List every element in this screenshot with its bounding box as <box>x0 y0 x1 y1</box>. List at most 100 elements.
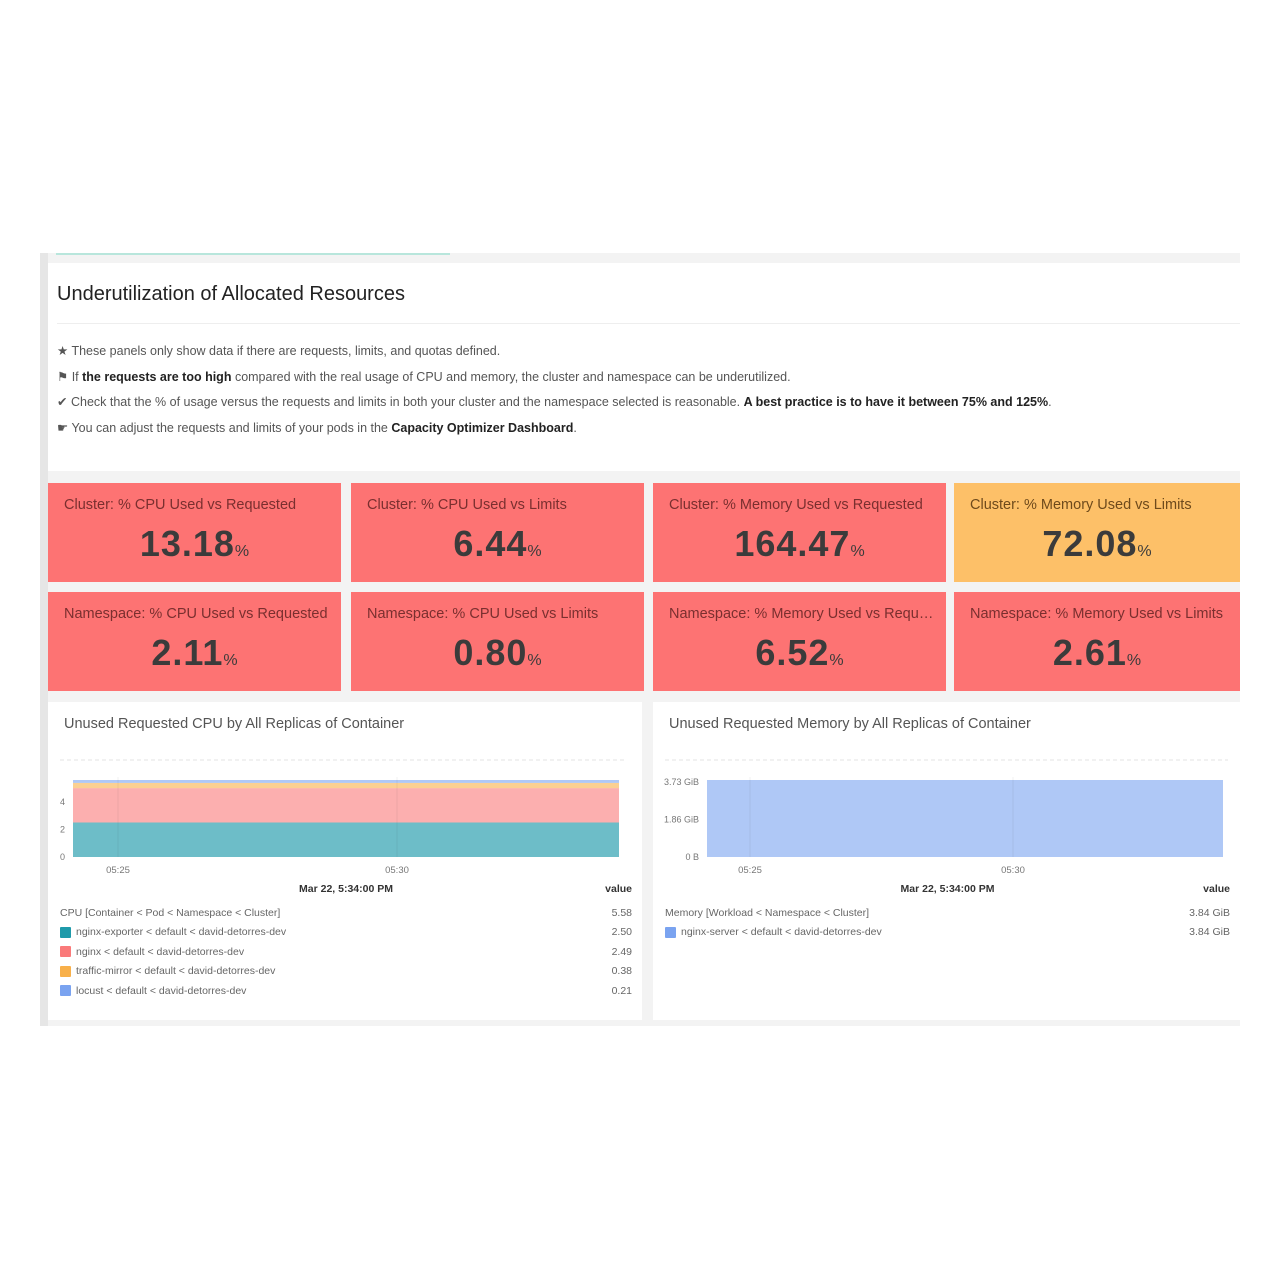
row-accent-line <box>56 253 450 255</box>
stat-unit: % <box>1126 652 1142 669</box>
stat-value: 0.80% <box>351 632 644 674</box>
note-icon: ★ <box>57 344 69 358</box>
stat-panel[interactable]: Cluster: % Memory Used vs Limits 72.08% <box>954 483 1240 582</box>
stat-panel[interactable]: Namespace: % CPU Used vs Limits 0.80% <box>351 592 644 691</box>
note-emphasis: the requests are too high <box>82 369 232 384</box>
x-tick-label: 05:30 <box>1001 865 1025 876</box>
legend-item[interactable]: traffic-mirror < default < david-detorre… <box>60 962 632 982</box>
legend-item[interactable]: nginx < default < david-detorres-dev 2.49 <box>60 942 632 962</box>
stat-unit: % <box>1137 543 1152 560</box>
stat-number: 164.47 <box>734 523 851 564</box>
stat-panel[interactable]: Cluster: % CPU Used vs Limits 6.44% <box>351 483 644 582</box>
legend-total: CPU [Container < Pod < Namespace < Clust… <box>60 903 632 923</box>
tooltip-time: Mar 22, 5:34:00 PM <box>299 883 393 895</box>
stat-unit: % <box>223 652 238 669</box>
legend-value: 0.21 <box>611 984 632 997</box>
stat-title: Cluster: % Memory Used vs Limits <box>970 497 1192 513</box>
area-series[interactable] <box>73 822 619 857</box>
legend-header: Mar 22, 5:34:00 PM value <box>665 883 1230 903</box>
legend-label: nginx < default < david-detorres-dev <box>76 945 245 958</box>
total-value: 3.84 GiB <box>1189 906 1230 919</box>
stat-panel[interactable]: Namespace: % Memory Used vs Limits 2.61% <box>954 592 1240 691</box>
total-label: CPU [Container < Pod < Namespace < Clust… <box>60 906 281 919</box>
note-item: ★ These panels only show data if there a… <box>57 343 1052 369</box>
y-tick-label: 3.73 GiB <box>664 777 699 787</box>
legend-label: locust < default < david-detorres-dev <box>76 984 247 997</box>
note-emphasis: Capacity Optimizer Dashboard <box>391 421 574 436</box>
area-series[interactable] <box>707 780 1223 857</box>
note-item: ☛ You can adjust the requests and limits… <box>57 420 1052 446</box>
cpu-chart[interactable]: 0 2 4 05:25 05:30 <box>48 702 642 882</box>
stat-value: 6.52% <box>653 632 946 674</box>
chart-title: Unused Requested Memory by All Replicas … <box>669 716 1031 732</box>
legend-swatch <box>60 946 71 958</box>
dashboard-row: Underutilization of Allocated Resources … <box>40 253 1240 1026</box>
note-icon: ⚑ <box>57 369 69 384</box>
legend-label: traffic-mirror < default < david-detorre… <box>76 965 276 978</box>
legend-swatch <box>60 965 71 977</box>
stat-number: 13.18 <box>139 523 235 564</box>
notes-list: ★ These panels only show data if there a… <box>57 343 1052 446</box>
stat-value: 13.18% <box>48 523 341 565</box>
memory-chart[interactable]: 0 B 1.86 GiB 3.73 GiB 05:25 05:30 <box>653 702 1240 882</box>
stat-title: Namespace: % Memory Used vs Requested <box>669 606 941 622</box>
y-tick-label: 0 B <box>685 852 699 862</box>
stat-value: 2.61% <box>954 632 1240 674</box>
legend-total: Memory [Workload < Namespace < Cluster] 3… <box>665 903 1230 923</box>
value-header: value <box>605 883 632 895</box>
stat-number: 0.80 <box>453 632 528 673</box>
stat-panel[interactable]: Cluster: % CPU Used vs Requested 13.18% <box>48 483 341 582</box>
legend-item[interactable]: nginx-server < default < david-detorres-… <box>665 923 1230 943</box>
area-series[interactable] <box>73 788 619 823</box>
legend-value: 3.84 GiB <box>1189 926 1230 939</box>
x-tick-label: 05:25 <box>106 865 130 876</box>
y-tick-label: 0 <box>60 852 65 862</box>
legend-label: nginx-exporter < default < david-detorre… <box>76 926 287 939</box>
stat-value: 72.08% <box>954 523 1240 565</box>
stat-number: 2.61 <box>1052 632 1127 673</box>
note-icon: ☛ <box>57 421 69 436</box>
stat-title: Cluster: % Memory Used vs Requested <box>669 497 923 513</box>
note-text: compared with the real usage of CPU and … <box>231 369 791 384</box>
cpu-chart-panel: Unused Requested CPU by All Replicas of … <box>48 702 642 1020</box>
stat-title: Cluster: % CPU Used vs Requested <box>64 497 297 513</box>
total-label: Memory [Workload < Namespace < Cluster] <box>665 906 870 919</box>
stat-panel[interactable]: Namespace: % CPU Used vs Requested 2.11% <box>48 592 341 691</box>
stat-number: 2.11 <box>151 632 224 673</box>
legend-item[interactable]: nginx-exporter < default < david-detorre… <box>60 923 632 943</box>
y-tick-label: 4 <box>60 797 65 807</box>
x-tick-label: 05:30 <box>385 865 409 876</box>
area-series[interactable] <box>73 780 619 783</box>
stat-title: Namespace: % CPU Used vs Requested <box>64 606 328 622</box>
stat-value: 2.11% <box>48 632 341 674</box>
legend-header: Mar 22, 5:34:00 PM value <box>60 883 632 903</box>
memory-legend: Mar 22, 5:34:00 PM value Memory [Workload … <box>665 883 1230 942</box>
total-value: 5.58 <box>611 906 632 919</box>
area-series[interactable] <box>73 782 619 789</box>
panel-title: Underutilization of Allocated Resources <box>57 283 405 305</box>
legend-item[interactable]: locust < default < david-detorres-dev 0.2… <box>60 981 632 1001</box>
stat-unit: % <box>527 652 542 669</box>
stat-number: 72.08 <box>1042 523 1138 564</box>
stat-unit: % <box>850 543 865 560</box>
note-text: These panels only show data if there are… <box>71 344 501 358</box>
stat-unit: % <box>234 543 250 560</box>
stat-title: Namespace: % Memory Used vs Limits <box>970 606 1224 622</box>
stat-panel[interactable]: Cluster: % Memory Used vs Requested 164.4… <box>653 483 946 582</box>
note-text: . <box>1048 395 1052 410</box>
x-tick-label: 05:25 <box>738 865 762 876</box>
chart-title: Unused Requested CPU by All Replicas of … <box>64 716 405 732</box>
legend-value: 2.50 <box>611 926 632 939</box>
legend-swatch <box>60 926 71 938</box>
tooltip-time: Mar 22, 5:34:00 PM <box>900 883 995 895</box>
note-text: Check that the % of usage versus the req… <box>70 395 744 410</box>
text-panel: Underutilization of Allocated Resources … <box>48 263 1240 471</box>
stat-number: 6.52 <box>755 632 830 673</box>
stat-value: 6.44% <box>351 523 644 565</box>
stat-panel[interactable]: Namespace: % Memory Used vs Requested 6.5… <box>653 592 946 691</box>
legend-label: nginx-server < default < david-detorres-… <box>681 926 882 939</box>
stat-value: 164.47% <box>653 523 946 565</box>
stat-number: 6.44 <box>453 523 528 564</box>
legend-value: 0.38 <box>611 965 632 978</box>
note-icon: ✔ <box>57 395 68 410</box>
